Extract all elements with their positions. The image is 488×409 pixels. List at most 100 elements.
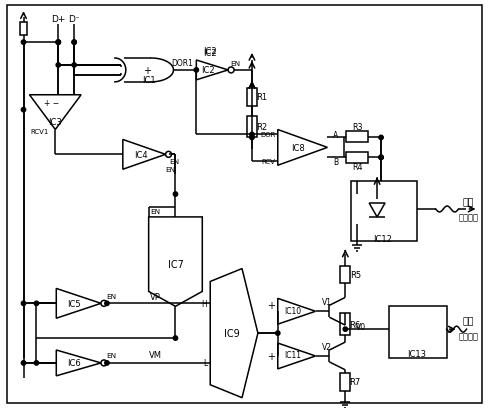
Polygon shape: [368, 204, 384, 217]
Text: IC10: IC10: [284, 306, 301, 315]
Polygon shape: [122, 140, 165, 170]
Circle shape: [21, 361, 26, 365]
Circle shape: [249, 136, 254, 140]
Polygon shape: [277, 130, 327, 166]
Text: A: A: [332, 130, 337, 139]
Polygon shape: [277, 299, 315, 324]
Text: IC2: IC2: [201, 66, 215, 75]
Circle shape: [194, 69, 198, 73]
Circle shape: [56, 41, 61, 45]
Text: R3: R3: [351, 123, 362, 132]
Polygon shape: [277, 343, 315, 369]
Text: IC7: IC7: [167, 259, 183, 269]
Bar: [340, 313, 349, 335]
Polygon shape: [148, 217, 202, 307]
Text: IC5: IC5: [67, 299, 81, 308]
Circle shape: [72, 64, 76, 68]
Text: IC6: IC6: [67, 359, 81, 368]
Bar: [388, 307, 446, 358]
Text: V0: V0: [355, 322, 366, 331]
Circle shape: [104, 301, 109, 306]
Text: EN: EN: [150, 209, 161, 214]
Bar: [246, 89, 256, 106]
Polygon shape: [29, 96, 81, 130]
Text: （发射）: （发射）: [458, 213, 477, 222]
Polygon shape: [56, 350, 101, 376]
Circle shape: [72, 41, 76, 45]
Text: IC4: IC4: [134, 151, 147, 160]
Text: IC9: IC9: [224, 328, 240, 338]
Text: R6: R6: [349, 320, 360, 329]
Text: B: B: [332, 157, 337, 166]
Text: IC13: IC13: [407, 350, 426, 359]
Bar: [340, 373, 349, 391]
Circle shape: [34, 361, 39, 365]
Circle shape: [56, 41, 61, 45]
Circle shape: [21, 41, 26, 45]
Text: DOR: DOR: [260, 132, 275, 138]
Text: EN: EN: [165, 167, 175, 173]
Circle shape: [343, 327, 347, 332]
Text: DOR1: DOR1: [171, 59, 193, 68]
Circle shape: [249, 133, 254, 137]
Text: V1: V1: [322, 297, 332, 306]
Circle shape: [101, 301, 107, 307]
Text: IC11: IC11: [284, 351, 301, 360]
Text: D⁻: D⁻: [68, 15, 80, 24]
Bar: [346, 132, 367, 143]
Circle shape: [173, 336, 177, 340]
Circle shape: [227, 68, 234, 74]
Text: R7: R7: [349, 378, 360, 387]
Circle shape: [21, 301, 26, 306]
Text: R4: R4: [351, 162, 362, 171]
Circle shape: [101, 360, 107, 366]
Polygon shape: [56, 289, 101, 319]
Circle shape: [275, 331, 280, 335]
Text: 激光: 激光: [462, 198, 473, 207]
Circle shape: [34, 301, 39, 306]
Text: IC12: IC12: [373, 235, 392, 244]
Bar: [346, 153, 367, 164]
Circle shape: [104, 361, 109, 365]
Circle shape: [173, 192, 177, 197]
Text: IC2: IC2: [203, 48, 217, 57]
Text: +: +: [142, 66, 150, 76]
Text: V2: V2: [322, 342, 332, 351]
Text: VP: VP: [150, 292, 161, 301]
Circle shape: [378, 136, 383, 140]
Text: R5: R5: [349, 270, 360, 279]
Text: R2: R2: [256, 123, 267, 132]
Polygon shape: [196, 61, 227, 81]
Text: IC2: IC2: [203, 47, 217, 55]
Text: L: L: [203, 359, 207, 368]
Bar: [350, 182, 416, 241]
Text: 激光: 激光: [462, 317, 473, 326]
Text: EN: EN: [169, 159, 179, 165]
Text: +: +: [266, 351, 274, 361]
Polygon shape: [210, 269, 257, 398]
Text: + −: + −: [43, 99, 59, 108]
Circle shape: [165, 152, 171, 158]
Circle shape: [21, 108, 26, 112]
Text: IC1: IC1: [142, 76, 155, 85]
Text: EN: EN: [105, 352, 116, 358]
Text: R1: R1: [256, 93, 267, 102]
Text: RCV1: RCV1: [30, 129, 48, 135]
Circle shape: [56, 64, 61, 68]
Text: （接收）: （接收）: [458, 332, 477, 341]
Text: IC8: IC8: [290, 144, 304, 153]
Circle shape: [378, 156, 383, 160]
Text: D+: D+: [51, 15, 65, 24]
Text: +: +: [266, 301, 274, 310]
Text: VM: VM: [149, 351, 162, 360]
Text: EN: EN: [229, 61, 240, 67]
Bar: [340, 266, 349, 284]
Bar: [20, 23, 27, 36]
Circle shape: [378, 156, 383, 160]
Text: IC3: IC3: [48, 118, 62, 127]
Text: EN: EN: [105, 294, 116, 300]
Text: H: H: [201, 299, 207, 308]
Text: RCV: RCV: [261, 159, 274, 165]
Circle shape: [56, 41, 61, 45]
Circle shape: [72, 41, 76, 45]
